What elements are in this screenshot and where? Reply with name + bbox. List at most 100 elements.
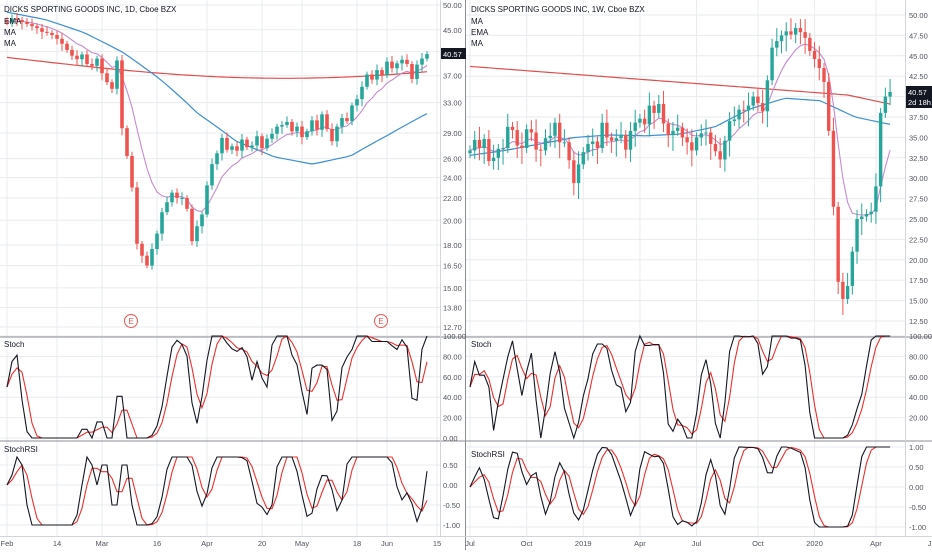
candle <box>482 134 486 164</box>
candle <box>95 55 99 72</box>
candle <box>315 114 319 136</box>
candle <box>723 135 727 172</box>
right-legend-ema: EMA <box>471 28 489 37</box>
candle <box>250 141 254 152</box>
y-tick-label: 50.00 <box>443 1 462 10</box>
y-tick-label: 13.80 <box>443 303 462 312</box>
candle <box>140 240 144 263</box>
candle <box>5 17 9 26</box>
candle <box>180 192 184 206</box>
x-tick-label: 15 <box>433 539 441 548</box>
candle <box>496 143 501 171</box>
candle <box>746 92 751 127</box>
x-tick-label: 16 <box>153 539 161 548</box>
right-indicator-lines <box>469 43 891 216</box>
candle <box>524 124 529 153</box>
candle <box>883 87 888 118</box>
y-tick-label: 17.50 <box>909 276 928 285</box>
candle <box>605 109 609 146</box>
candle <box>55 30 59 45</box>
candle <box>501 139 505 165</box>
y-tick-label: 33.00 <box>443 99 462 108</box>
y-tick-label: 20.00 <box>909 256 928 265</box>
candle <box>60 33 64 51</box>
x-tick-label: 2020 <box>806 539 823 548</box>
y-tick-label: -0.50 <box>909 503 926 512</box>
y-tick-label: 35.00 <box>909 133 928 142</box>
candle <box>355 94 359 112</box>
x-tick-label: Oct <box>752 539 765 548</box>
candle <box>609 132 614 153</box>
y-tick-label: 37.50 <box>909 113 928 122</box>
svg-text:40.57: 40.57 <box>908 88 927 97</box>
candle <box>671 121 675 151</box>
earnings-marker[interactable]: E <box>374 314 388 328</box>
candle <box>803 19 807 54</box>
candle <box>420 53 424 72</box>
svg-text:40.57: 40.57 <box>443 50 462 59</box>
candle <box>390 56 394 73</box>
candle <box>888 78 892 106</box>
left-legend-ma: MA <box>4 28 17 37</box>
right-stochrsi-main-line <box>469 446 891 528</box>
y-tick-label: -0.50 <box>443 501 460 510</box>
y-tick-label: 60.00 <box>443 373 462 382</box>
candle <box>25 17 29 27</box>
candle <box>633 109 637 147</box>
right-stoch-title: Stoch <box>471 340 491 349</box>
candle <box>335 123 339 147</box>
candle <box>145 251 149 269</box>
candle <box>280 120 284 134</box>
x-tick-label: Apr <box>201 539 213 548</box>
candle <box>831 117 836 216</box>
y-tick-label: 18.00 <box>443 241 462 250</box>
candle <box>680 122 685 146</box>
candle <box>515 121 519 158</box>
candle <box>410 61 414 84</box>
y-tick-label: 12.50 <box>909 317 928 326</box>
right-stochrsi-signal-line <box>469 446 891 528</box>
y-tick-label: 22.50 <box>909 235 928 244</box>
y-tick-label: 20.00 <box>909 414 928 423</box>
y-tick-label: 0.50 <box>443 461 458 470</box>
candle <box>874 173 878 224</box>
left-legend-ema: EMA <box>4 17 22 26</box>
svg-text:E: E <box>128 317 133 326</box>
candle <box>624 130 628 159</box>
candle <box>548 122 552 147</box>
candle <box>370 70 374 84</box>
candle <box>10 14 14 27</box>
candle <box>185 195 189 212</box>
candle <box>685 128 689 155</box>
candle <box>30 18 34 31</box>
candle <box>255 130 259 152</box>
candle <box>742 100 746 123</box>
candle <box>415 60 419 85</box>
candle <box>713 134 718 157</box>
left-indicator-lines <box>6 11 428 213</box>
candle <box>90 58 94 71</box>
candle <box>586 134 590 161</box>
candle <box>576 151 581 200</box>
y-tick-label: -1.00 <box>443 521 460 530</box>
y-tick-label: 37.00 <box>443 72 462 81</box>
candle <box>230 143 234 155</box>
candle <box>765 75 770 128</box>
candle <box>827 72 831 136</box>
left-stochrsi-title: StochRSI <box>4 445 38 454</box>
candle <box>305 128 309 140</box>
candle <box>405 54 409 67</box>
candle <box>190 204 194 246</box>
candle <box>878 108 883 203</box>
right-legend-ma: MA <box>471 17 484 26</box>
candle <box>310 116 314 136</box>
x-tick-label: Mar <box>96 539 109 548</box>
candle <box>150 243 154 270</box>
candle <box>718 138 722 168</box>
earnings-marker[interactable]: E <box>124 314 138 328</box>
candle <box>477 126 482 161</box>
y-tick-label: 20.00 <box>443 216 462 225</box>
candle <box>760 90 765 124</box>
candle <box>385 57 389 78</box>
